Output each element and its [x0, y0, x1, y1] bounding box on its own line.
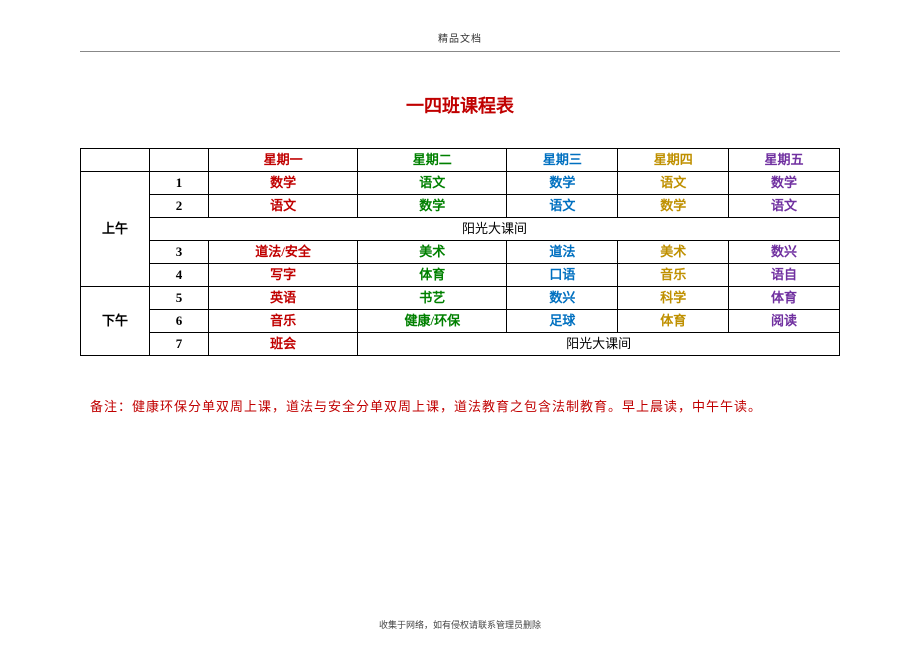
- cell: 口语: [507, 264, 618, 287]
- period-num: 1: [150, 172, 209, 195]
- cell: 数学: [729, 172, 840, 195]
- cell: 美术: [618, 241, 729, 264]
- day-mon: 星期一: [209, 149, 358, 172]
- timetable: 星期一 星期二 星期三 星期四 星期五 上午 1 数学 语文 数学 语文 数学 …: [80, 148, 840, 356]
- table-row: 下午 5 英语 书艺 数兴 科学 体育: [81, 287, 840, 310]
- header-row: 星期一 星期二 星期三 星期四 星期五: [81, 149, 840, 172]
- cell: 阅读: [729, 310, 840, 333]
- cell: 语文: [729, 195, 840, 218]
- table-row: 6 音乐 健康/环保 足球 体育 阅读: [81, 310, 840, 333]
- doc-header: 精品文档: [80, 30, 840, 51]
- note-text: 备注：健康环保分单双周上课，道法与安全分单双周上课，道法教育之包含法制教育。早上…: [80, 396, 840, 415]
- table-row: 上午 1 数学 语文 数学 语文 数学: [81, 172, 840, 195]
- period-num: 7: [150, 333, 209, 356]
- cell: 足球: [507, 310, 618, 333]
- cell: 音乐: [209, 310, 358, 333]
- cell: 体育: [618, 310, 729, 333]
- day-thu: 星期四: [618, 149, 729, 172]
- blank-cell: [150, 149, 209, 172]
- cell: 语文: [358, 172, 507, 195]
- table-row: 7 班会 阳光大课间: [81, 333, 840, 356]
- cell: 写字: [209, 264, 358, 287]
- page-title: 一四班课程表: [80, 92, 840, 118]
- cell: 班会: [209, 333, 358, 356]
- table-row: 4 写字 体育 口语 音乐 语自: [81, 264, 840, 287]
- session-pm: 下午: [81, 287, 150, 356]
- session-am: 上午: [81, 172, 150, 287]
- cell: 科学: [618, 287, 729, 310]
- doc-footer: 收集于网络，如有侵权请联系管理员删除: [0, 618, 920, 631]
- period-num: 4: [150, 264, 209, 287]
- cell: 数兴: [729, 241, 840, 264]
- break-cell: 阳光大课间: [358, 333, 840, 356]
- cell: 健康/环保: [358, 310, 507, 333]
- day-wed: 星期三: [507, 149, 618, 172]
- period-num: 3: [150, 241, 209, 264]
- cell: 书艺: [358, 287, 507, 310]
- cell: 语文: [209, 195, 358, 218]
- cell: 道法/安全: [209, 241, 358, 264]
- table-row: 3 道法/安全 美术 道法 美术 数兴: [81, 241, 840, 264]
- day-fri: 星期五: [729, 149, 840, 172]
- period-num: 2: [150, 195, 209, 218]
- cell: 语文: [618, 172, 729, 195]
- cell: 语自: [729, 264, 840, 287]
- cell: 数学: [507, 172, 618, 195]
- table-row: 2 语文 数学 语文 数学 语文: [81, 195, 840, 218]
- period-num: 6: [150, 310, 209, 333]
- break-cell: 阳光大课间: [150, 218, 840, 241]
- day-tue: 星期二: [358, 149, 507, 172]
- cell: 语文: [507, 195, 618, 218]
- cell: 数学: [618, 195, 729, 218]
- cell: 数学: [358, 195, 507, 218]
- cell: 英语: [209, 287, 358, 310]
- break-row: 阳光大课间: [81, 218, 840, 241]
- cell: 数兴: [507, 287, 618, 310]
- cell: 数学: [209, 172, 358, 195]
- cell: 美术: [358, 241, 507, 264]
- cell: 音乐: [618, 264, 729, 287]
- cell: 体育: [729, 287, 840, 310]
- cell: 道法: [507, 241, 618, 264]
- blank-cell: [81, 149, 150, 172]
- header-divider: [80, 51, 840, 52]
- cell: 体育: [358, 264, 507, 287]
- period-num: 5: [150, 287, 209, 310]
